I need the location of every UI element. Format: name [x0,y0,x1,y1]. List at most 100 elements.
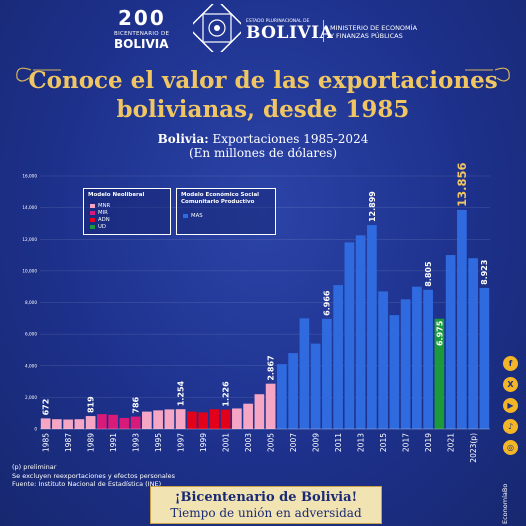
bar [412,286,422,429]
x-icon[interactable]: X [503,377,518,392]
bar [63,419,73,429]
bar [254,394,265,429]
y-tick-label: 4,000 [25,363,37,368]
x-tick-label: 2021 [447,433,456,452]
data-label: 1.254 [177,380,186,406]
data-label: 8.805 [424,261,433,287]
legend-label-mnr: MNR [98,203,111,209]
bar [265,383,276,429]
chart-subtitle: Bolivia: Exportaciones 1985-2024 (En mil… [0,132,526,160]
bar [220,409,231,429]
instagram-icon[interactable]: ◎ [503,440,518,455]
legend-social-title-line1: Modelo Económico Social [181,192,260,198]
legend-swatch-ud [90,224,95,229]
bar [232,408,242,429]
bar [344,242,355,429]
x-tick-label: 2003 [244,433,253,452]
y-tick-label: 6,000 [25,332,37,337]
x-tick-label: 1991 [109,433,118,452]
legend-label-adn: ADN [98,217,110,223]
bar [400,299,411,429]
bicentenario-logo: 200 BICENTENARIO DE BOLIVIA [112,6,184,52]
subtitle-bold: Bolivia: [157,132,209,146]
social-handle[interactable]: EconomíaBo [499,484,511,524]
x-tick-label: 1985 [42,433,51,452]
y-tick-label: 16,000 [22,174,37,179]
bar [209,409,220,429]
data-label: 12.899 [368,191,377,222]
legend-swatch-mnr [90,203,95,208]
tiktok-icon[interactable]: ♪ [503,419,518,434]
x-tick-label: 1989 [87,433,96,452]
x-tick-label: 2009 [312,433,321,452]
subtitle-rest: Exportaciones 1985-2024 [208,132,369,146]
y-tick-label: 10,000 [22,268,37,273]
x-tick-label: 2005 [267,433,276,452]
bar [164,409,175,429]
x-tick-label: 2019 [424,433,433,452]
bar [175,409,186,429]
bar [367,225,377,429]
legend-item-mnr: MNR [90,203,110,209]
bar [243,403,253,429]
x-tick-label: 1995 [154,433,163,452]
bar [310,343,321,429]
social-handle-text: EconomíaBo [501,483,509,524]
ministerio-label: MINISTERIO DE ECONOMÍA Y FINANZAS PÚBLIC… [330,24,417,40]
y-tick-label: 12,000 [22,237,37,242]
bar [333,285,343,429]
title-block: Conoce el valor de las exportaciones bol… [0,66,526,124]
bar [299,318,310,429]
y-tick-label: 0 [34,427,37,432]
x-tick-label: 2007 [289,433,298,452]
data-label: 819 [87,396,96,413]
youtube-icon[interactable]: ▶ [503,398,518,413]
bar [468,258,478,429]
x-tick-label: 2017 [402,433,411,452]
ministerio-line2: Y FINANZAS PÚBLICAS [330,32,403,40]
bar [457,209,467,429]
footnote-preliminar: (p) preliminar [12,463,57,471]
ministerio-line1: MINISTERIO DE ECONOMÍA [330,24,418,32]
data-label: 672 [42,399,51,416]
bar [97,414,107,429]
legend-swatch-mir [90,210,95,215]
bar [277,364,287,429]
estado-label: ESTADO PLURINACIONAL DE [246,19,310,24]
title-line1: Conoce el valor de las exportaciones [28,67,498,94]
data-label: 13.856 [455,163,469,207]
y-tick-label: 2,000 [25,395,37,400]
data-label: 8.923 [480,260,489,285]
bar [355,235,366,429]
legend-label-mir: MIR [98,210,108,216]
footnote-source: Fuente: Instituto Nacional de Estadístic… [12,480,162,488]
footnote-exclusions: Se excluyen reexportaciones y efectos pe… [12,471,176,480]
ornament-frame-icon [16,67,510,82]
legend-swatch-adn [90,217,95,222]
facebook-icon[interactable]: f [503,356,518,371]
bar [322,318,332,429]
bar [119,417,130,429]
bar [434,318,445,429]
banner-line1: ¡Bicentenario de Bolivia! [174,490,358,505]
legend-label-ud: UD [98,224,106,230]
header: 200 BICENTENARIO DE BOLIVIA ESTADO PLURI… [0,0,526,58]
x-tick-label: 1993 [132,433,141,452]
y-tick-label: 8,000 [25,300,37,305]
bar [198,412,208,429]
bar [479,287,490,429]
data-label: 2.867 [267,355,276,380]
data-label: 6.975 [435,320,444,346]
legend-social: Modelo Económico Social Comunitario Prod… [176,188,276,235]
bar [74,419,85,429]
estado-name: BOLIVIA [246,23,334,43]
x-tick-label: 1997 [177,433,186,452]
x-tick-label: 2001 [222,433,231,452]
x-tick-label: 1999 [199,433,208,452]
subtitle-units: (En millones de dólares) [188,146,338,160]
legend-item-mas: MAS [183,213,203,219]
bar [187,411,197,429]
legend-item-mir: MIR [90,210,108,216]
